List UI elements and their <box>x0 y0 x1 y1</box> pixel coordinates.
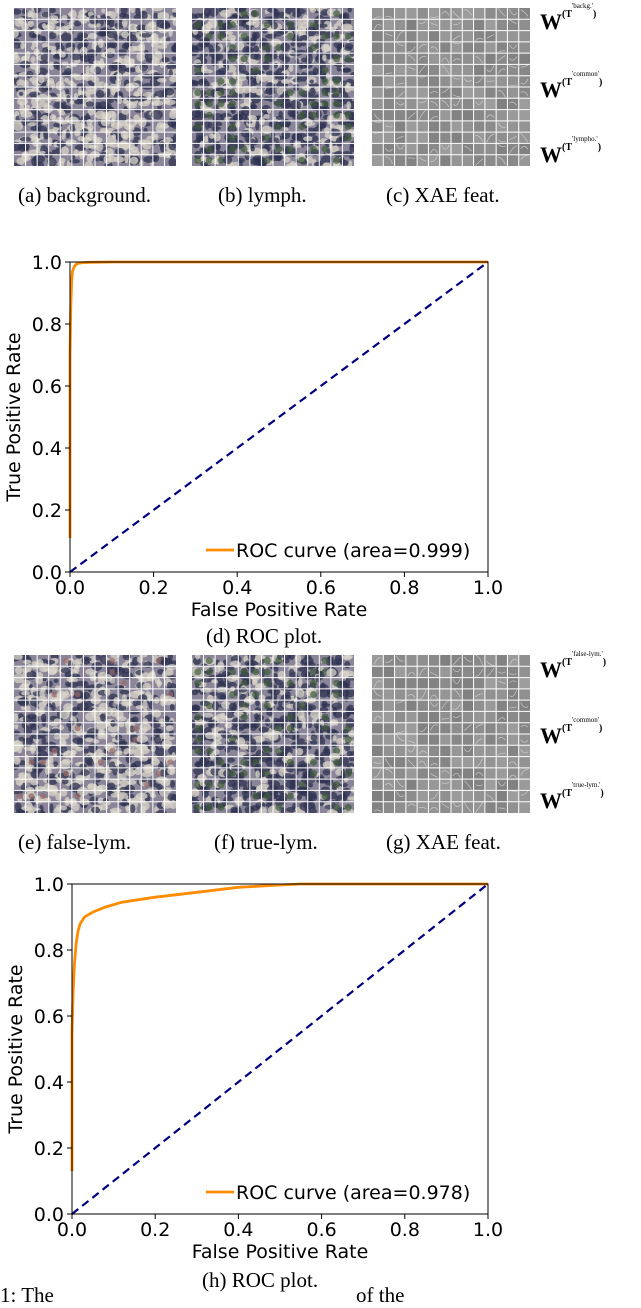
tile-background-patches <box>14 8 176 166</box>
roc-chart-bottom: 0.0 0.2 0.4 0.6 0.8 1.0 0.0 0.2 0.4 0.6 0.8 1.0 Fals… <box>5 874 503 1263</box>
x-tick-label: 0.8 <box>390 1219 420 1241</box>
tile-xae-features-top <box>372 8 530 166</box>
roc-chart-top: 0.0 0.2 0.4 0.6 0.8 1.0 0.0 0.2 0.4 0.6 0.8 1.0 Fals… <box>3 252 503 621</box>
y-tick-label: 0.4 <box>32 438 62 460</box>
x-tick-label: 1.0 <box>473 1219 503 1241</box>
y-tick-label: 0.4 <box>34 1072 64 1094</box>
weight-label-common-top: W(T'common') <box>540 70 603 102</box>
caption-h: (h) ROC plot. <box>202 1268 319 1292</box>
caption-f: (f) true-lym. <box>214 830 318 854</box>
caption-a: (a) background. <box>18 183 151 207</box>
tile-false-lym-patches <box>14 655 176 813</box>
legend-label: ROC curve (area=0.999) <box>236 540 470 562</box>
tile-xae-features-bottom <box>372 655 530 813</box>
diagonal-reference-line <box>71 883 489 1215</box>
caption-d: (d) ROC plot. <box>206 624 323 648</box>
x-tick-label: 0.2 <box>138 577 168 599</box>
caption-g: (g) XAE feat. <box>386 830 501 854</box>
diagonal-reference-line <box>69 261 489 573</box>
y-tick-label: 1.0 <box>34 874 64 896</box>
x-tick-label: 0.4 <box>223 1219 253 1241</box>
weight-label-common-bottom: W(T'common') <box>540 716 603 748</box>
tile-lymph-patches <box>192 8 354 166</box>
y-tick-label: 0.8 <box>34 940 64 962</box>
x-tick-label: 0.0 <box>57 1219 87 1241</box>
y-tick-label: 0.6 <box>32 376 62 398</box>
y-tick-label: 0.6 <box>34 1006 64 1028</box>
y-tick-label: 0.8 <box>32 314 62 336</box>
weight-label-true-lym: W(T'true-lym.') <box>540 781 604 813</box>
roc-curve-line <box>68 260 488 538</box>
x-tick-label: 0.6 <box>306 1219 336 1241</box>
caption-b: (b) lymph. <box>218 183 307 207</box>
caption-c: (c) XAE feat. <box>386 183 500 207</box>
x-tick-label: 0.4 <box>222 577 252 599</box>
x-axis-label: False Positive Rate <box>192 1241 369 1263</box>
y-tick-label: 0.2 <box>34 1138 64 1160</box>
y-axis-label: True Positive Rate <box>5 964 27 1134</box>
footer-text-right: of the <box>356 1283 405 1307</box>
plot-frame <box>69 261 489 573</box>
y-tick-label: 1.0 <box>32 252 62 274</box>
y-tick-label: 0.2 <box>32 500 62 522</box>
weight-label-lympho: W(T'lympho.') <box>540 135 602 167</box>
weight-label-false-lym: W(T'false-lym.') <box>540 650 607 682</box>
caption-e: (e) false-lym. <box>18 830 132 854</box>
legend-label: ROC curve (area=0.978) <box>236 1182 470 1204</box>
tile-true-lym-patches <box>192 655 354 813</box>
x-tick-label: 0.8 <box>389 577 419 599</box>
y-tick-label: 0.0 <box>32 562 62 584</box>
x-tick-label: 0.0 <box>55 577 85 599</box>
roc-curve-line <box>70 882 488 1172</box>
x-tick-label: 0.2 <box>140 1219 170 1241</box>
x-axis-label: False Positive Rate <box>191 599 368 621</box>
footer-text-left: 1: The <box>0 1283 54 1307</box>
plot-frame <box>71 883 489 1215</box>
x-tick-label: 0.6 <box>306 577 336 599</box>
y-axis-label: True Positive Rate <box>3 332 25 502</box>
y-tick-label: 0.0 <box>34 1204 64 1226</box>
weight-label-backg: W(T'backg.') <box>540 2 597 34</box>
x-tick-label: 1.0 <box>473 577 503 599</box>
